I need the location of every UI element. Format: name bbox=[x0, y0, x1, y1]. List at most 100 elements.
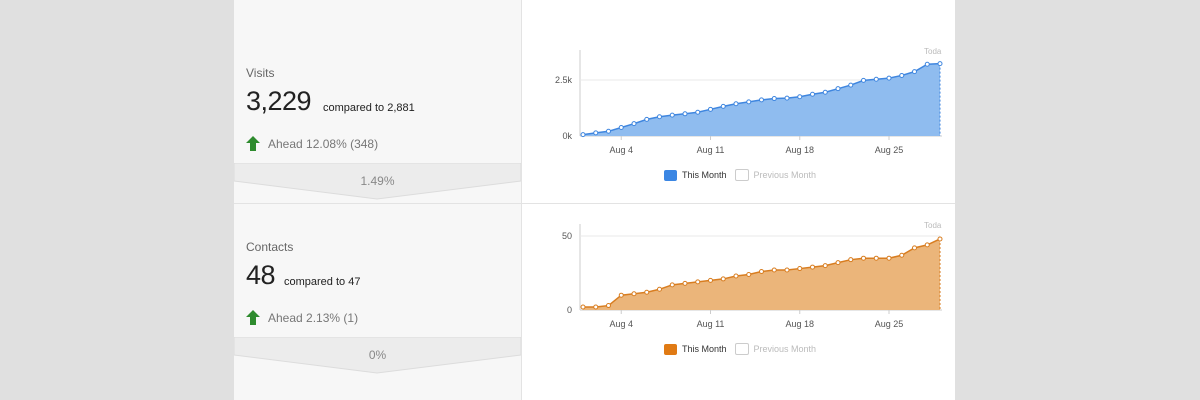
data-point bbox=[861, 255, 866, 261]
data-point bbox=[593, 304, 599, 310]
data-point bbox=[669, 112, 675, 118]
data-point bbox=[746, 99, 752, 105]
legend-previous-month-label: Previous Month bbox=[753, 344, 817, 354]
contacts-summary-panel: Contacts 48 compared to 47 Ahead 2.13% (… bbox=[234, 204, 521, 400]
contacts-label: Contacts bbox=[246, 240, 294, 254]
data-point bbox=[606, 128, 611, 134]
y-tick-label: 0k bbox=[562, 131, 572, 141]
contacts-compare-text: compared to 47 bbox=[284, 276, 361, 288]
data-point bbox=[618, 292, 624, 298]
data-point bbox=[784, 267, 790, 273]
data-point bbox=[618, 124, 624, 130]
data-point bbox=[733, 101, 739, 107]
column-divider bbox=[521, 0, 522, 400]
data-point bbox=[886, 75, 892, 81]
data-point bbox=[606, 303, 611, 309]
data-point bbox=[912, 69, 917, 75]
y-tick-label: 50 bbox=[562, 231, 572, 241]
data-point bbox=[657, 114, 662, 120]
data-point bbox=[797, 266, 803, 272]
data-point bbox=[924, 242, 930, 248]
data-point bbox=[644, 289, 650, 295]
data-point bbox=[937, 61, 943, 67]
data-point bbox=[631, 291, 637, 297]
data-point bbox=[708, 106, 713, 112]
data-point bbox=[669, 282, 675, 288]
up-arrow-icon bbox=[246, 136, 260, 151]
contacts-delta: Ahead 2.13% (1) bbox=[246, 310, 358, 325]
legend-swatch bbox=[734, 169, 749, 181]
legend-swatch bbox=[664, 343, 677, 355]
contacts-conversion-rate: 0% bbox=[368, 348, 387, 362]
data-point bbox=[759, 97, 764, 103]
today-label: Toda bbox=[924, 47, 942, 56]
data-point bbox=[593, 130, 599, 136]
visits-conversion-rate: 1.49% bbox=[360, 174, 395, 188]
data-point bbox=[822, 89, 828, 95]
data-point bbox=[861, 77, 866, 83]
data-point bbox=[810, 91, 815, 97]
legend-this-month[interactable]: This Month bbox=[664, 343, 727, 355]
visits-compare-text: compared to 2,881 bbox=[323, 102, 415, 114]
x-tick-label: Aug 11 bbox=[697, 319, 725, 329]
visits-conversion-band[interactable]: 1.49% bbox=[234, 163, 521, 200]
data-point bbox=[899, 72, 905, 78]
data-point bbox=[810, 264, 815, 270]
visits-area bbox=[583, 63, 940, 137]
legend-previous-month[interactable]: Previous Month bbox=[734, 343, 817, 355]
data-point bbox=[695, 109, 701, 115]
data-point bbox=[695, 279, 701, 285]
data-point bbox=[720, 276, 726, 282]
legend-swatch bbox=[734, 343, 749, 355]
data-point bbox=[848, 257, 854, 263]
data-point bbox=[657, 286, 662, 292]
visits-delta: Ahead 12.08% (348) bbox=[246, 136, 378, 151]
data-point bbox=[912, 245, 917, 251]
data-point bbox=[771, 96, 777, 102]
data-point bbox=[759, 269, 764, 275]
x-tick-label: Aug 4 bbox=[609, 145, 633, 155]
data-point bbox=[835, 260, 841, 266]
x-tick-label: Aug 18 bbox=[785, 319, 814, 329]
data-point bbox=[937, 236, 943, 242]
visits-chart: 0k 2.5k Toda Aug 4 Aug 11 Aug 18 Aug 25 bbox=[540, 44, 950, 169]
x-tick-label: Aug 11 bbox=[697, 145, 725, 155]
data-point bbox=[580, 132, 586, 138]
data-point bbox=[835, 86, 841, 92]
contacts-conversion-band[interactable]: 0% bbox=[234, 337, 521, 374]
legend-previous-month-label: Previous Month bbox=[753, 170, 817, 180]
visits-delta-text: Ahead 12.08% (348) bbox=[268, 136, 379, 151]
legend-previous-month[interactable]: Previous Month bbox=[734, 169, 817, 181]
data-point bbox=[873, 255, 879, 261]
data-point bbox=[899, 252, 905, 258]
data-point bbox=[924, 61, 930, 67]
x-tick-label: Aug 25 bbox=[875, 319, 904, 329]
contacts-chart-svg: 0 50 Toda Aug 4 Aug 11 Aug 18 Aug 25 bbox=[562, 221, 943, 329]
data-point bbox=[631, 121, 637, 127]
legend-swatch bbox=[664, 169, 677, 181]
data-point bbox=[771, 267, 777, 273]
today-label: Toda bbox=[924, 221, 942, 230]
data-point bbox=[682, 111, 688, 117]
x-tick-label: Aug 25 bbox=[875, 145, 904, 155]
data-point bbox=[733, 273, 739, 279]
data-point bbox=[784, 95, 790, 101]
visits-value: 3,229 bbox=[246, 86, 312, 116]
row-divider bbox=[234, 203, 955, 204]
data-point bbox=[822, 263, 828, 269]
data-point bbox=[580, 304, 586, 310]
up-arrow-icon bbox=[246, 310, 260, 325]
data-point bbox=[797, 94, 803, 100]
contacts-delta-text: Ahead 2.13% (1) bbox=[268, 310, 359, 325]
data-point bbox=[644, 116, 650, 122]
legend-this-month[interactable]: This Month bbox=[664, 169, 727, 181]
legend-this-month-label: This Month bbox=[682, 344, 727, 354]
visits-legend: This Month Previous Month bbox=[664, 169, 824, 181]
contacts-area bbox=[583, 238, 940, 310]
data-point bbox=[708, 277, 713, 283]
data-point bbox=[873, 76, 879, 82]
data-point bbox=[682, 280, 688, 286]
y-tick-label: 0 bbox=[567, 305, 572, 315]
contacts-legend: This Month Previous Month bbox=[664, 343, 824, 355]
legend-this-month-label: This Month bbox=[682, 170, 727, 180]
